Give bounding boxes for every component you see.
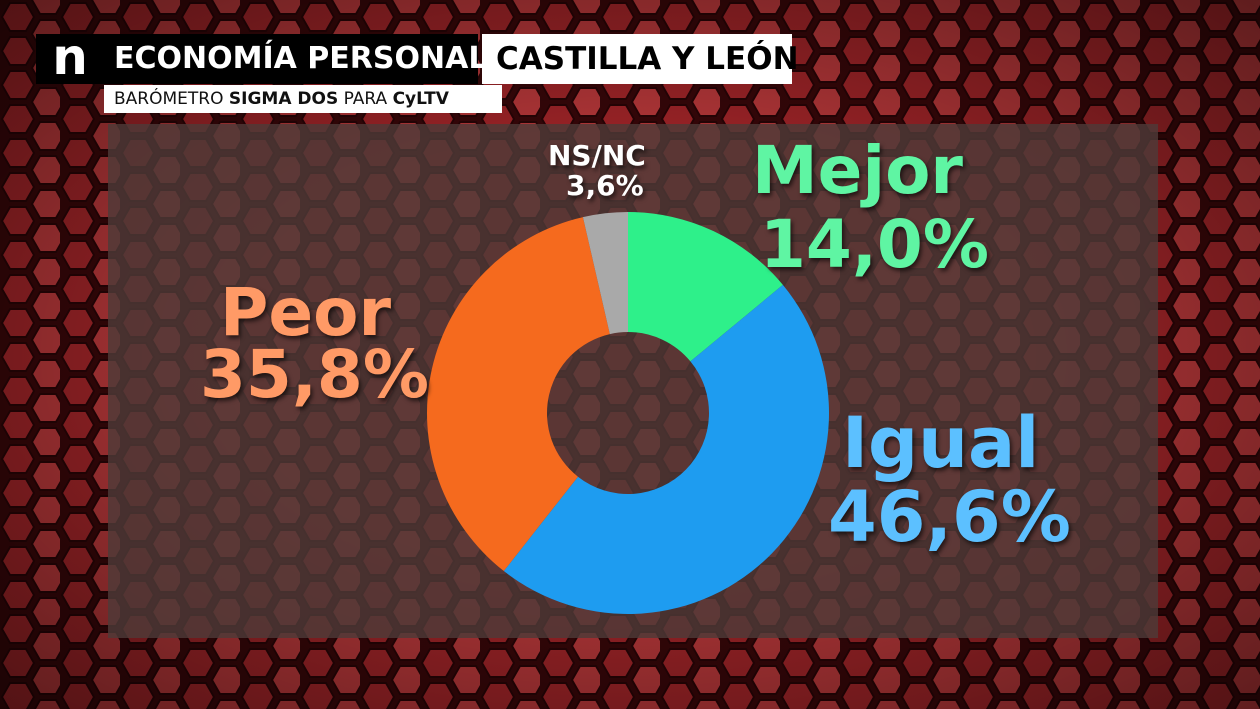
source-prefix: BARÓMETRO <box>114 89 229 109</box>
slice-label-igual: Igual <box>842 402 1040 484</box>
source-brand: SIGMA DOS <box>228 89 339 109</box>
channel-logo: n <box>36 32 104 84</box>
source-mid: PARA <box>338 89 393 109</box>
source-client: CyLTV <box>392 89 449 109</box>
slice-igual <box>503 284 829 614</box>
slice-value-mejor: 14,0% <box>760 206 989 283</box>
section-title: ECONOMÍA PERSONAL <box>104 34 487 84</box>
slice-label-mejor: Mejor <box>752 132 963 209</box>
slice-nsnc <box>582 212 628 335</box>
slice-mejor <box>628 212 783 362</box>
slice-label-peor: Peor <box>220 274 392 351</box>
slice-peor <box>427 217 610 572</box>
slice-value-igual: 46,6% <box>828 476 1071 558</box>
slice-value-peor: 35,8% <box>200 336 429 413</box>
source-caption: BARÓMETRO SIGMA DOS PARA CyLTV <box>104 85 502 113</box>
slice-label-nsnc: NS/NC <box>548 139 646 172</box>
slice-value-nsnc: 3,6% <box>566 169 644 202</box>
region-title: CASTILLA Y LEÓN <box>482 34 799 84</box>
